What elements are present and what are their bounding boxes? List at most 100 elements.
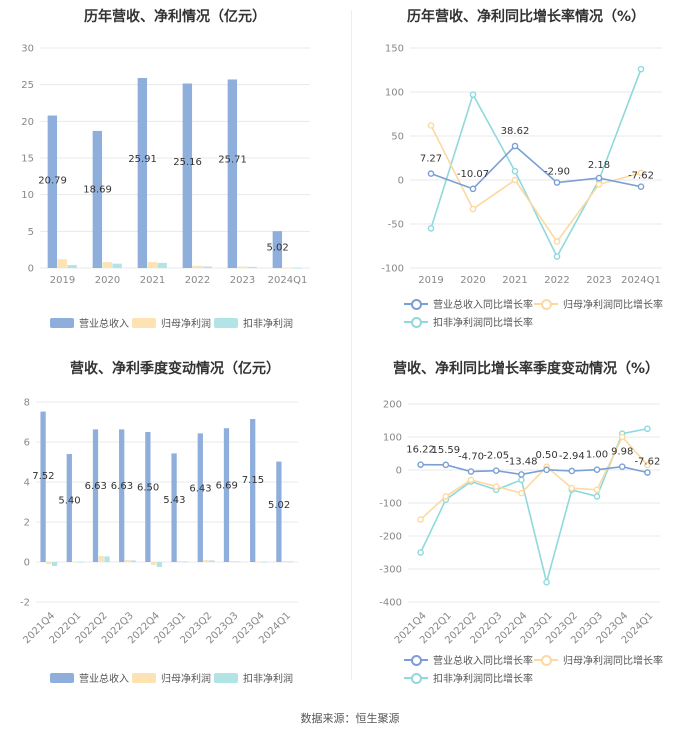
data-point [644,425,651,433]
bar [182,561,189,563]
bar [261,561,267,563]
bar [104,556,110,562]
legend-item-deducted-profit[interactable]: 扣非净利润 [214,670,293,685]
legend-item-net-profit-growth[interactable]: 归母净利润同比增长率 [534,296,663,311]
x-tick-label: 2020 [95,275,120,286]
legend-item-net-profit[interactable]: 归母净利润 [132,670,211,685]
legend-item-deducted-profit[interactable]: 扣非净利润 [214,315,293,330]
data-point [427,225,435,232]
annual-amount-panel: 历年营收、净利情况（亿元） 0 5 10 15 20 25 30 2019 2020 2021 20… [0,0,350,345]
data-point [469,185,477,193]
data-point [511,176,519,184]
data-point [637,169,645,177]
bar [171,453,177,562]
legend-label: 归母净利润 [161,674,211,685]
data-label: 25.16 [173,157,202,168]
legend-item-net-profit-growth[interactable]: 归母净利润同比增长率 [534,652,663,667]
data-label: 5.43 [163,495,185,506]
legend-item-revenue[interactable]: 营业总收入 [50,315,129,330]
legend-swatch [132,672,156,683]
legend-label: 归母净利润同比增长率 [563,656,663,667]
data-point [543,466,550,474]
bar [40,411,46,562]
legend-label: 归母净利润 [161,319,211,330]
data-point [593,486,601,494]
chart-title: 历年营收、净利同比增长率情况（%） [406,9,646,25]
bar [67,265,77,268]
data-point [618,433,626,441]
bar [119,429,125,562]
y-tick-label: 0 [396,466,402,477]
bar [47,115,58,268]
legend-item-revenue-growth[interactable]: 营业总收入同比增长率 [404,296,533,311]
legend-item-revenue[interactable]: 营业总收入 [50,670,129,685]
data-point [511,167,519,175]
legend-item-net-profit[interactable]: 归母净利润 [132,315,211,330]
legend-swatch [214,672,238,683]
data-label: 38.62 [501,126,530,137]
data-point [511,142,519,150]
x-tick-label: 2019 [50,275,75,286]
annual-amount-chart: 0 5 10 15 20 25 30 2019 2020 2021 2022 2023 2024Q1 20… [21,44,310,286]
bar [250,419,256,562]
y-tick-label: 20 [21,117,34,128]
legend-swatch [214,317,238,328]
bar [137,77,148,268]
legend-swatch [404,672,428,684]
annual-growth-chart: -100 -50 0 50 100 150 2019 2020 2021 2022 2023 2024… [381,44,662,286]
y-tick-label: -200 [379,532,402,543]
bar [247,266,257,268]
y-tick-label: -100 [379,499,402,510]
data-point [644,469,651,476]
data-source: 数据来源：恒生聚源 [300,712,400,725]
y-tick-label: -400 [379,598,402,609]
data-label: 25.91 [128,154,157,165]
bar [78,561,84,563]
legend-label: 营业总收入 [79,674,129,685]
legend-item-deducted-profit-growth[interactable]: 扣非净利润同比增长率 [404,670,533,685]
bar [229,561,235,562]
legend-swatch [404,298,428,310]
series-line [430,125,642,243]
bar [227,79,238,269]
legend-swatch [132,317,156,328]
x-tick-label: 2019 [418,275,443,286]
bar [57,259,67,268]
panel-divider [351,10,352,680]
y-tick-label: 0 [398,176,404,187]
bar [292,267,302,269]
data-label: 16.22 [406,445,435,456]
data-point [469,205,477,213]
bar [46,562,52,564]
bar [92,429,99,562]
quarterly-amount-panel: 营收、净利季度变动情况（亿元） -2 0 2 4 6 8 2021Q4 2022Q1 2022Q… [0,352,350,697]
legend-label: 扣非净利润 [243,319,293,330]
data-label: 5.40 [58,495,80,506]
data-point [492,483,500,490]
y-tick-label: 2 [24,518,30,529]
data-point [417,516,424,523]
data-label: -10.07 [457,169,489,180]
y-tick-label: 200 [383,400,402,411]
data-label: 5.02 [266,243,288,254]
data-point [427,122,435,129]
data-label: 7.15 [242,475,264,486]
data-label: -2.05 [483,451,509,462]
bar [66,454,72,562]
data-label: 6.63 [111,481,133,492]
legend-label: 扣非净利润同比增长率 [433,674,533,685]
data-point [417,461,424,468]
data-point [518,489,525,497]
legend-item-deducted-profit-growth[interactable]: 扣非净利润同比增长率 [404,314,533,329]
bar [272,231,283,268]
data-point [568,467,576,475]
data-label: 6.63 [85,481,107,492]
bar [203,560,209,562]
bar [151,562,157,565]
legend-item-revenue-growth[interactable]: 营业总收入同比增长率 [404,652,533,667]
bar [98,556,104,562]
quarterly-amount-chart: -2024682021Q42022Q12022Q22022Q32022Q4202… [20,398,298,646]
x-tick-label: 2020 [460,275,485,286]
data-label: -4.70 [458,452,484,463]
data-point [568,484,576,492]
